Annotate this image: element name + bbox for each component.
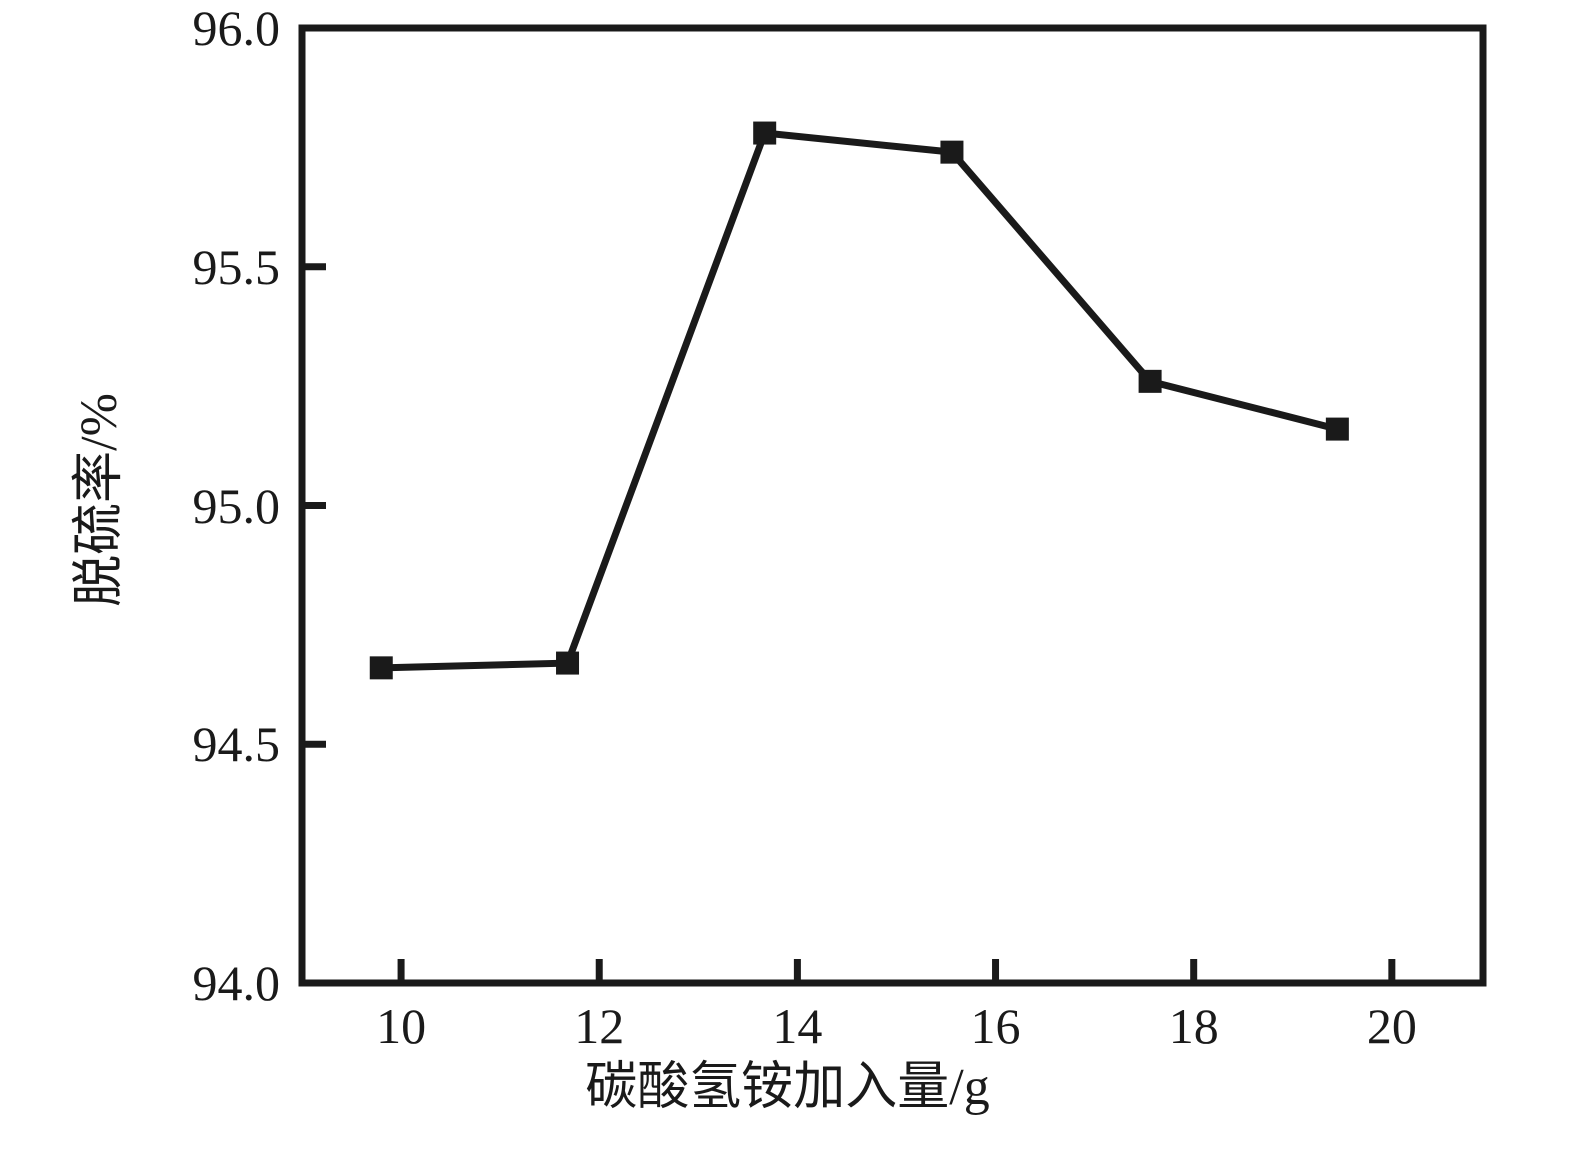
data-point-marker bbox=[1138, 369, 1162, 393]
y-tick-label: 94.0 bbox=[192, 955, 281, 1011]
y-axis-ticks bbox=[302, 263, 326, 748]
data-point-marker bbox=[369, 656, 393, 680]
y-tick-label: 95.5 bbox=[192, 238, 281, 295]
x-axis-ticks bbox=[397, 959, 1396, 983]
y-tick-label: 94.5 bbox=[192, 716, 281, 773]
x-tick-label: 12 bbox=[574, 998, 625, 1054]
data-point-marker bbox=[1325, 417, 1349, 441]
x-tick-label: 18 bbox=[1168, 998, 1219, 1054]
x-tick-label: 16 bbox=[970, 998, 1021, 1054]
data-point-marker bbox=[940, 140, 964, 164]
y-axis-title: 脱硫率/% bbox=[71, 393, 128, 607]
x-tick-label: 14 bbox=[772, 998, 823, 1054]
series-markers-desulfurization bbox=[369, 121, 1349, 680]
y-axis-title-wrap: 脱硫率/% bbox=[60, 330, 140, 670]
x-axis-title: 碳酸氢铵加入量/g bbox=[585, 1059, 990, 1116]
data-point-marker bbox=[556, 651, 580, 675]
x-tick-label: 20 bbox=[1366, 998, 1417, 1054]
plot-frame bbox=[298, 24, 1487, 987]
series-line-desulfurization bbox=[381, 129, 1339, 672]
x-tick-label: 10 bbox=[376, 998, 427, 1054]
y-tick-label: 95.0 bbox=[192, 477, 281, 534]
data-point-marker bbox=[753, 121, 777, 145]
y-tick-label: 96.0 bbox=[192, 0, 281, 56]
